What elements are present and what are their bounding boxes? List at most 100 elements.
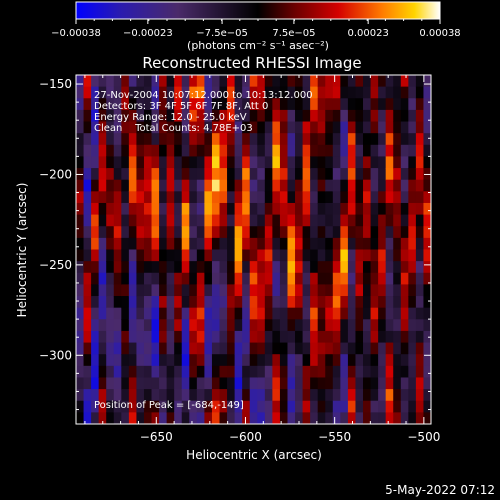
heatmap-cell	[189, 365, 198, 379]
heatmap-cell	[159, 377, 168, 390]
heatmap-cell	[310, 261, 319, 274]
heatmap-cell	[378, 226, 387, 239]
heatmap-cell	[204, 307, 213, 320]
heatmap-cell	[257, 377, 266, 390]
heatmap-cell	[174, 307, 183, 320]
heatmap-cell	[136, 354, 145, 367]
heatmap-cell	[302, 330, 311, 344]
heatmap-cell	[249, 354, 258, 367]
heatmap-cell	[181, 109, 190, 123]
heatmap-cell	[83, 156, 92, 169]
heatmap-cell	[128, 179, 138, 192]
heatmap-cell	[423, 354, 431, 367]
heatmap-cell	[106, 272, 115, 285]
heatmap-cell	[196, 319, 205, 332]
heatmap-cell	[121, 156, 130, 169]
heatmap-cell	[400, 86, 409, 99]
heatmap-cell	[257, 237, 266, 251]
heatmap-cell	[332, 400, 341, 413]
heatmap-cell	[166, 272, 175, 285]
heatmap-cell	[355, 168, 364, 181]
heatmap-cell	[174, 249, 183, 262]
heatmap-cell	[242, 226, 251, 239]
heatmap-cell	[347, 400, 357, 413]
heatmap-cell	[166, 156, 175, 169]
heatmap-cell	[136, 377, 145, 390]
heatmap-cell	[98, 319, 107, 332]
heatmap-cell	[128, 365, 138, 379]
heatmap-cell	[408, 133, 417, 146]
heatmap-cell	[166, 168, 175, 181]
heatmap-cell	[423, 400, 431, 413]
heatmap-cell	[128, 330, 138, 344]
heatmap-cell	[151, 377, 160, 390]
heatmap-cell	[272, 330, 281, 344]
heatmap-cell	[363, 237, 372, 251]
heatmap-cell	[98, 261, 107, 274]
heatmap-cell	[211, 214, 221, 227]
heatmap-cell	[249, 365, 258, 379]
chart-title: Reconstructed RHESSI Image	[142, 54, 361, 72]
heatmap-cell	[385, 214, 394, 227]
heatmap-cell	[113, 389, 122, 402]
heatmap-cell	[272, 144, 281, 158]
heatmap-cell	[91, 342, 100, 355]
heatmap-cell	[287, 75, 296, 88]
heatmap-cell	[340, 342, 349, 355]
heatmap-cell	[340, 249, 349, 262]
heatmap-cell	[113, 319, 122, 332]
heatmap-cell	[393, 296, 402, 309]
heatmap-cell	[385, 109, 394, 123]
heatmap-cell	[355, 342, 364, 355]
heatmap-cell	[151, 179, 160, 192]
heatmap-cell	[242, 191, 251, 204]
heatmap-cell	[325, 330, 334, 344]
heatmap-cell	[159, 261, 168, 274]
heatmap-cell	[189, 202, 198, 216]
heatmap-cell	[355, 354, 364, 367]
heatmap-cell	[310, 98, 319, 111]
heatmap-cell	[264, 319, 273, 332]
heatmap-cell	[83, 307, 92, 320]
heatmap-cell	[128, 296, 138, 309]
heatmap-cell	[347, 202, 357, 216]
heatmap-cell	[287, 354, 296, 367]
heatmap-cell	[370, 98, 379, 111]
heatmap-cell	[310, 389, 319, 402]
heatmap-cell	[113, 284, 122, 297]
heatmap-cell	[113, 249, 122, 262]
heatmap-cell	[415, 214, 425, 227]
heatmap-cell	[325, 226, 334, 239]
heatmap-cell	[423, 237, 431, 251]
heatmap-cell	[189, 214, 198, 227]
heatmap-cell	[166, 191, 175, 204]
heatmap-cell	[76, 75, 85, 88]
heatmap-cell	[76, 412, 85, 424]
heatmap-cell	[355, 75, 364, 88]
heatmap-cell	[128, 98, 138, 111]
heatmap-cell	[189, 249, 198, 262]
heatmap-cell	[347, 307, 357, 320]
heatmap-cell	[159, 75, 168, 88]
heatmap-cell	[423, 249, 431, 262]
heatmap-cell	[378, 109, 387, 123]
heatmap-cell	[415, 249, 425, 262]
heatmap-cell	[317, 307, 326, 320]
heatmap-cell	[325, 168, 334, 181]
heatmap-cell	[106, 284, 115, 297]
heatmap-cell	[332, 307, 341, 320]
heatmap-cell	[181, 202, 190, 216]
heatmap-cell	[151, 226, 160, 239]
heatmap-cell	[83, 109, 92, 123]
heatmap-cell	[136, 133, 145, 146]
heatmap-cell	[143, 296, 153, 309]
heatmap-cell	[76, 237, 85, 251]
heatmap-cell	[363, 133, 372, 146]
heatmap-cell	[211, 75, 221, 88]
heatmap-cell	[242, 330, 251, 344]
heatmap-cell	[393, 284, 402, 297]
heatmap-cell	[264, 109, 273, 123]
heatmap-cell	[204, 272, 213, 285]
heatmap-cell	[347, 121, 357, 134]
heatmap-cell	[166, 121, 175, 134]
